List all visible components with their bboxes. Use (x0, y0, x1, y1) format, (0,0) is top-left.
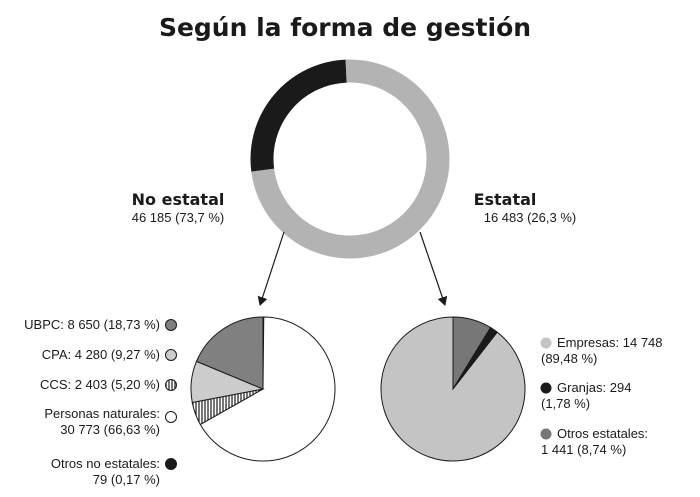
legend-label: (1,78 %) (541, 396, 590, 411)
legend-marker-cpa (165, 349, 177, 361)
pie-slice-ubpc (195, 316, 264, 390)
no-estatal-value: 46 185 (73,7 %) (132, 210, 225, 225)
legend-label: 1 441 (8,74 %) (541, 442, 626, 457)
legend-item-ubpc: UBPC: 8 650 (18,73 %) (24, 317, 177, 332)
arrow-to-estatal (419, 231, 448, 306)
arrow-to-no-estatal (257, 231, 285, 306)
no-estatal-label-group: No estatal 46 185 (73,7 %) (132, 190, 225, 225)
legend-label: Empresas: 14 748 (557, 335, 663, 350)
legend-item-otros-no-estatales: Otros no estatales:79 (0,17 %) (51, 456, 177, 487)
estatal-label-group: Estatal 16 483 (26,3 %) (474, 190, 577, 225)
legend-marker-personas-naturales (165, 411, 177, 423)
legend-label: Otros estatales: (557, 426, 648, 441)
legend-item-cpa: CPA: 4 280 (9,27 %) (42, 347, 177, 362)
legend-label: CPA: 4 280 (9,27 %) (42, 347, 160, 362)
estatal-value: 16 483 (26,3 %) (484, 210, 577, 225)
legend-label: 30 773 (66,63 %) (60, 422, 160, 437)
legend-label: (89,48 %) (541, 351, 597, 366)
donut-chart (250, 59, 450, 259)
no-estatal-legend: UBPC: 8 650 (18,73 %) CPA: 4 280 (9,27 %)… (24, 317, 177, 487)
legend-marker-empresas (540, 337, 552, 349)
legend-label: Granjas: 294 (557, 380, 631, 395)
legend-item-personas-naturales: Personas naturales:30 773 (66,63 %) (44, 406, 177, 437)
pie-slice-personas-naturales (199, 316, 336, 462)
legend-marker-otros-estatales (540, 428, 552, 440)
legend-item-empresas: Empresas: 14 748(89,48 %) (540, 335, 663, 366)
chart-title: Según la forma de gestión (159, 13, 531, 42)
legend-marker-otros-no-estatales (165, 458, 177, 470)
donut-segment-estatal (250, 59, 347, 172)
legend-label: CCS: 2 403 (5,20 %) (40, 377, 160, 392)
legend-marker-ccs (165, 379, 177, 391)
legend-marker-ubpc (165, 319, 177, 331)
legend-label: 79 (0,17 %) (93, 472, 160, 487)
legend-label: Personas naturales: (44, 406, 160, 421)
legend-item-ccs: CCS: 2 403 (5,20 %) (40, 377, 177, 392)
legend-item-otros-estatales: Otros estatales:1 441 (8,74 %) (540, 426, 648, 457)
legend-label: Otros no estatales: (51, 456, 160, 471)
estatal-legend: Empresas: 14 748(89,48 %) Granjas: 294(1,… (540, 335, 663, 457)
legend-marker-granjas (540, 382, 552, 394)
legend-item-granjas: Granjas: 294(1,78 %) (540, 380, 631, 411)
pie-slice-empresas (380, 316, 526, 462)
estatal-pie (380, 316, 526, 462)
no-estatal-label: No estatal (132, 190, 225, 209)
legend-label: UBPC: 8 650 (18,73 %) (24, 317, 160, 332)
no-estatal-pie (190, 316, 336, 462)
estatal-label: Estatal (474, 190, 537, 209)
donut-segment-no-estatal (251, 59, 450, 259)
